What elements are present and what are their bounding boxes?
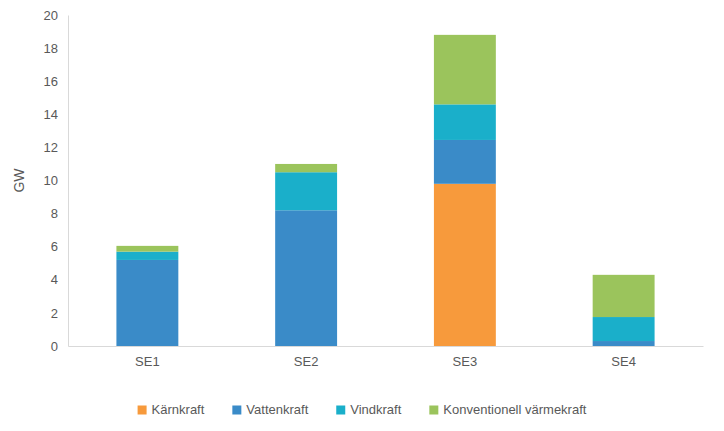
legend-label: Vindkraft [350, 402, 401, 417]
bar [275, 172, 337, 210]
x-tick: SE3 [453, 354, 478, 369]
y-tick: 8 [51, 206, 68, 221]
legend-swatch [336, 406, 345, 415]
bars [116, 35, 654, 346]
plot-area: 0 2 4 6 8 10 12 14 16 18 20 SE1 SE2 SE3 SE4 [44, 8, 704, 370]
legend-label: Konventionell värmekraft [443, 402, 586, 417]
legend-item: Konventionell värmekraft [429, 402, 586, 417]
x-tick: SE2 [294, 354, 319, 369]
x-tick-label: SE3 [453, 354, 478, 369]
y-tick: 16 [44, 74, 68, 89]
y-tick: 6 [51, 239, 68, 254]
legend: Kärnkraft Vattenkraft Vindkraft Konventione… [138, 402, 587, 417]
y-axis-title: GW [11, 168, 27, 193]
series [434, 184, 496, 346]
chart-svg: 0 2 4 6 8 10 12 14 16 18 20 SE1 SE2 SE3 SE4 GW Kärnkraft… [0, 0, 724, 431]
chart-container: 0 2 4 6 8 10 12 14 16 18 20 SE1 SE2 SE3 SE4 GW Kärnkraft… [0, 0, 724, 431]
bar [116, 260, 178, 346]
series [116, 35, 654, 317]
y-axis: 0 2 4 6 8 10 12 14 16 18 20 [44, 8, 69, 354]
legend-swatch [138, 406, 147, 415]
legend-item: Vindkraft [336, 402, 401, 417]
y-tick-label: 14 [44, 107, 58, 122]
y-tick-label: 2 [51, 306, 58, 321]
x-tick-label: SE2 [294, 354, 319, 369]
y-tick-label: 0 [51, 339, 58, 354]
bar [434, 140, 496, 184]
y-tick: 0 [51, 339, 68, 354]
x-axis: SE1 SE2 SE3 SE4 [69, 347, 704, 370]
series [116, 104, 654, 341]
bar [593, 341, 655, 346]
legend-swatch [232, 406, 241, 415]
legend-label: Kärnkraft [152, 402, 205, 417]
y-tick-label: 10 [44, 173, 58, 188]
x-axis-line [69, 346, 704, 347]
bar [593, 275, 655, 317]
legend-swatch [429, 406, 438, 415]
legend-item: Kärnkraft [138, 402, 205, 417]
y-tick: 10 [44, 173, 68, 188]
legend-label: Vattenkraft [246, 402, 308, 417]
x-tick-label: SE4 [611, 354, 636, 369]
y-tick-label: 4 [51, 272, 58, 287]
y-tick: 12 [44, 140, 68, 155]
bar [275, 210, 337, 346]
y-tick: 20 [44, 8, 68, 23]
x-tick: SE4 [611, 354, 636, 369]
y-tick: 18 [44, 41, 68, 56]
bar [434, 35, 496, 105]
bar [116, 252, 178, 260]
series [116, 140, 654, 346]
bar [434, 104, 496, 140]
y-tick-label: 6 [51, 239, 58, 254]
bar [275, 164, 337, 172]
bar [593, 317, 655, 341]
x-tick-label: SE1 [135, 354, 160, 369]
y-tick-label: 20 [44, 8, 58, 23]
y-tick-label: 12 [44, 140, 58, 155]
y-tick-label: 16 [44, 74, 58, 89]
y-tick-label: 18 [44, 41, 58, 56]
y-tick: 2 [51, 306, 68, 321]
x-tick: SE1 [135, 354, 160, 369]
y-axis-line [68, 16, 69, 347]
y-tick: 4 [51, 272, 68, 287]
legend-item: Vattenkraft [232, 402, 308, 417]
y-tick-label: 8 [51, 206, 58, 221]
y-tick: 14 [44, 107, 68, 122]
bar [434, 184, 496, 346]
bar [116, 246, 178, 252]
